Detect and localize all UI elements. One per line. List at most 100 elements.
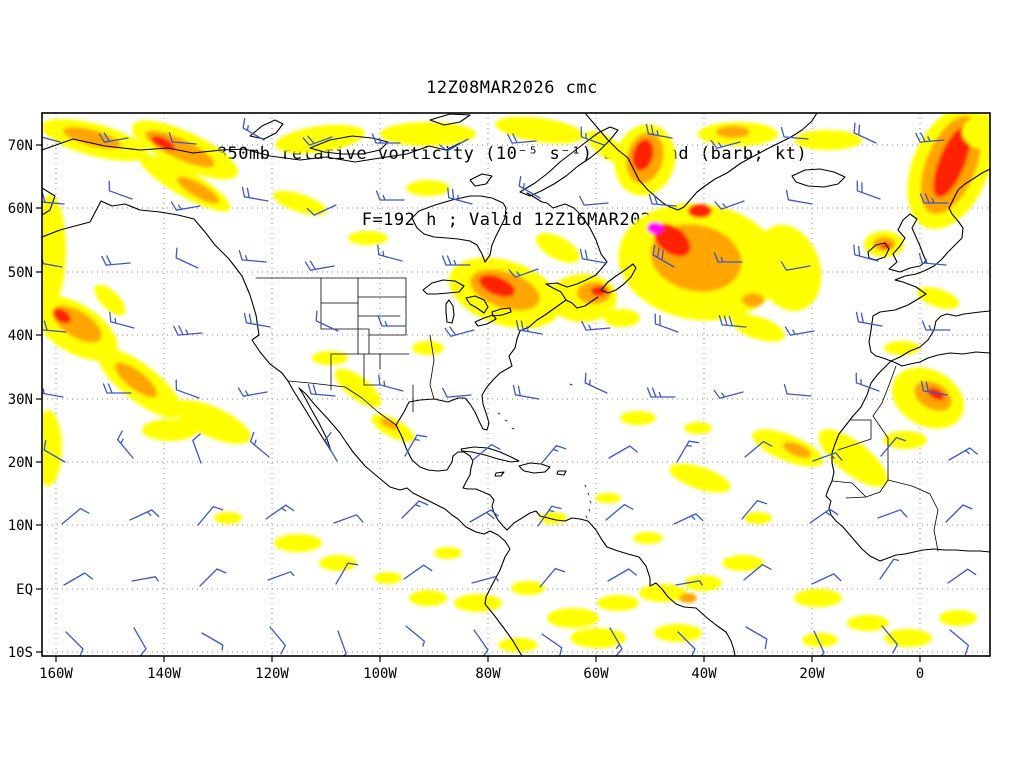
wind-barb [307, 383, 336, 397]
wind-barb [809, 508, 839, 524]
vorticity-blob [722, 555, 764, 571]
vorticity-blob [379, 418, 399, 430]
wind-barb [947, 568, 977, 584]
wind-barb [447, 187, 473, 205]
wind-barb [98, 132, 129, 143]
wind-barb [855, 372, 880, 392]
vorticity-blob [273, 190, 327, 216]
wind-barb [168, 131, 197, 145]
coastline-stlawrence-labrador [526, 192, 608, 301]
vorticity-blob [744, 512, 772, 524]
vorticity-blob [684, 422, 712, 434]
border-us-mexico [287, 380, 397, 426]
wind-barb [469, 509, 499, 523]
lon-label-120W: 120W [255, 666, 289, 682]
coastline-banks-island [249, 119, 284, 140]
vorticity-blob [933, 126, 971, 198]
coastline-southampton-island [469, 173, 493, 187]
vorticity-blob [454, 594, 502, 612]
vorticity-blob [742, 293, 764, 307]
wind-barb [61, 507, 90, 525]
vorticity-blob [570, 628, 626, 648]
wind-barb [265, 504, 295, 520]
coastline-great-britain [888, 213, 927, 273]
wind-barb [539, 567, 566, 588]
wind-barb [42, 388, 64, 398]
wind-barb [42, 320, 67, 333]
wind-barb [337, 630, 347, 656]
wind-barb [201, 632, 224, 651]
wind-barb [609, 627, 623, 656]
wind-barb [920, 380, 948, 396]
vorticity-blob [688, 204, 712, 218]
wind-barb [948, 447, 978, 461]
wind-barb [743, 563, 772, 581]
wind-barb [512, 384, 540, 400]
coastline-arctic-island [429, 113, 471, 126]
coastline-arctic [42, 138, 461, 163]
wind-barb [645, 123, 673, 139]
wind-barb [269, 626, 287, 655]
wind-barb [133, 627, 147, 656]
wind-barb [541, 633, 563, 656]
vorticity-blob [847, 615, 889, 631]
wind-barb [915, 132, 945, 143]
vorticity-blob [536, 233, 580, 263]
vorticity-blob [42, 410, 62, 486]
lon-label-100W: 100W [363, 666, 397, 682]
coastline-africa-north [890, 351, 990, 367]
wind-barb [605, 503, 634, 521]
wind-barb [403, 564, 433, 580]
wind-barb [65, 631, 84, 656]
wind-barb [608, 445, 638, 459]
wind-barb [515, 319, 543, 335]
wind-barb [713, 389, 744, 399]
vorticity-blob [409, 590, 447, 606]
wind-barb [879, 558, 900, 580]
wind-barb [377, 316, 407, 327]
wind-barb [170, 201, 201, 211]
vorticity-blob [647, 222, 663, 234]
lon-label-0: 0 [916, 666, 924, 682]
wind-barb [745, 626, 768, 650]
vorticity-blob [794, 589, 842, 607]
wind-barb [677, 631, 696, 656]
wind-barb [784, 326, 815, 336]
coastline-alaska-pacific-baja-centralamerica [42, 187, 523, 656]
wind-barb [129, 509, 160, 521]
vorticity-blob [939, 610, 977, 626]
coastline-puerto-rico [556, 470, 567, 476]
wind-barb [304, 260, 335, 271]
wind-barb [919, 193, 949, 204]
wind-barb [580, 126, 605, 146]
vorticity-blob [319, 555, 357, 571]
wind-barb [581, 320, 611, 331]
lon-label-60W: 60W [583, 666, 609, 682]
wind-barb [853, 244, 879, 262]
wind-barb [401, 500, 429, 519]
lat-label-20N: 20N [8, 455, 33, 471]
vorticity-blob [754, 225, 822, 311]
vorticity-blob [604, 309, 640, 327]
wind-barb [242, 117, 265, 141]
coastlines [42, 113, 990, 656]
coastline-small-islands [497, 383, 592, 519]
wind-barb [675, 580, 703, 586]
vorticity-blob [654, 624, 702, 642]
vorticity-blob [782, 442, 812, 458]
wind-barb [267, 571, 295, 581]
vorticity-blob [151, 135, 175, 151]
vorticity-blob [176, 176, 220, 204]
wind-barb [405, 625, 426, 647]
wind-barb [441, 255, 471, 266]
vorticity-blob [669, 463, 731, 493]
vorticity-blob [412, 341, 444, 355]
wind-barb [241, 186, 269, 202]
wind-barbs [42, 117, 978, 656]
wind-barb [877, 509, 908, 519]
wind-barb [324, 432, 338, 462]
wind-barb [607, 568, 637, 582]
wind-barb [192, 433, 202, 464]
vorticity-blob [639, 584, 687, 602]
wind-barb [654, 313, 679, 333]
